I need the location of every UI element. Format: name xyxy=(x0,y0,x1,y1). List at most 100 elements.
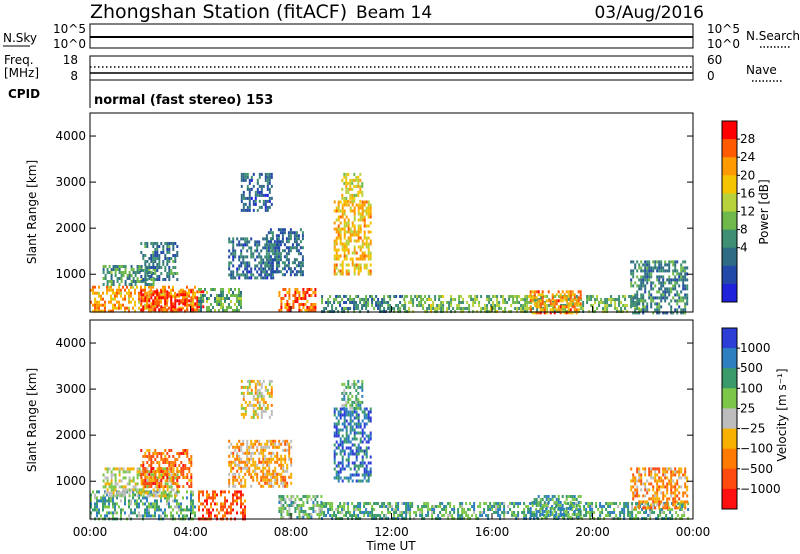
power-colorbar-tick: 24 xyxy=(740,150,755,164)
x-tick-label: 00:00 xyxy=(73,525,108,539)
velocity-colorbar-tick: −500 xyxy=(740,462,773,476)
nave-label: Nave xyxy=(746,63,777,77)
x-tick-label: 00:00 xyxy=(676,525,711,539)
velocity-echo-region-7 xyxy=(333,407,372,483)
velocity-echo-region-9 xyxy=(321,502,690,520)
velocity-colorbar-tick: 25 xyxy=(740,401,755,415)
velocity-echo-region-5 xyxy=(240,379,273,419)
power-ytick-label: 2000 xyxy=(55,221,86,235)
power-ytick-label: 1000 xyxy=(55,267,86,281)
power-echo-region-7 xyxy=(265,228,304,277)
velocity-colorbar-swatch xyxy=(722,468,737,490)
power-echo-region-1 xyxy=(140,290,205,312)
nsearch-top-tick: 10^5 xyxy=(707,22,740,36)
velocity-ytick-label: 3000 xyxy=(55,382,86,396)
velocity-echo-region-10 xyxy=(529,495,582,519)
power-echo-region-13 xyxy=(529,290,582,315)
power-colorbar-tick: 8 xyxy=(740,223,748,237)
velocity-colorbar-label: Velocity [m s⁻¹] xyxy=(775,368,789,461)
power-data xyxy=(90,172,689,315)
velocity-y-ticks: 4000 3000 2000 1000 xyxy=(55,336,693,488)
cpid-text: normal (fast stereo) 153 xyxy=(94,93,273,108)
velocity-colorbar-tick: 500 xyxy=(740,361,763,375)
velocity-colorbar: 1000 500 100 25 −25 −100 −500 −1000 xyxy=(721,327,781,510)
power-echo-region-3 xyxy=(140,242,179,281)
power-panel: 4000 3000 2000 1000 Slant Range [km] xyxy=(25,112,694,315)
power-ytick-label: 3000 xyxy=(55,175,86,189)
nave-bottom-tick: 0 xyxy=(707,69,715,83)
velocity-colorbar-tick: −1000 xyxy=(740,482,781,496)
station-title: Zhongshan Station (fitACF) xyxy=(90,1,347,23)
power-echo-region-9 xyxy=(333,200,372,276)
velocity-colorbar-swatch xyxy=(722,368,737,389)
velocity-ytick-label: 1000 xyxy=(55,474,86,488)
power-colorbar-tick: 20 xyxy=(740,168,755,182)
velocity-echo-region-11 xyxy=(630,467,689,510)
nave-top-tick: 60 xyxy=(707,53,722,67)
power-colorbar-swatch xyxy=(722,139,737,158)
power-colorbar-swatch xyxy=(722,157,737,176)
power-colorbar-swatch xyxy=(722,247,737,267)
power-echo-region-12 xyxy=(404,295,645,313)
beam-title: Beam 14 xyxy=(356,3,432,23)
freq-label-1: Freq. xyxy=(4,53,34,67)
power-colorbar-tick: 16 xyxy=(740,186,755,200)
nsky-bottom-tick: 10^0 xyxy=(53,37,86,51)
velocity-data xyxy=(90,379,690,521)
power-colorbar-label: Power [dB] xyxy=(757,179,771,244)
nsearch-label: N.Search xyxy=(746,29,800,43)
power-colorbar-swatch xyxy=(722,193,737,212)
power-echo-region-10 xyxy=(341,172,364,203)
velocity-echo-region-2 xyxy=(140,449,193,488)
power-colorbar-swatch xyxy=(722,229,737,249)
velocity-ylabel: Slant Range [km] xyxy=(25,368,39,472)
power-echo-region-11 xyxy=(321,295,406,313)
power-colorbar-tick: 4 xyxy=(740,241,748,255)
x-tick-label: 12:00 xyxy=(374,525,409,539)
power-echo-region-6 xyxy=(240,172,273,212)
velocity-echo-region-6 xyxy=(278,495,323,519)
power-echo-region-4 xyxy=(198,288,242,312)
velocity-colorbar-tick: 1000 xyxy=(740,341,771,355)
nsearch-bottom-tick: 10^0 xyxy=(707,37,740,51)
velocity-colorbar-swatch xyxy=(722,448,737,470)
velocity-echo-region-3 xyxy=(198,490,246,521)
power-colorbar-swatch xyxy=(722,211,737,231)
velocity-echo-region-4 xyxy=(228,439,293,488)
x-tick-label: 20:00 xyxy=(575,525,610,539)
x-axis-ticks: 00:00 04:00 08:00 12:00 16:00 20:00 00:00 xyxy=(73,306,711,539)
velocity-colorbar-swatch xyxy=(722,348,737,369)
nsky-label: N.Sky xyxy=(3,31,37,45)
velocity-ytick-label: 4000 xyxy=(55,336,86,350)
velocity-colorbar-tick: −100 xyxy=(740,442,773,456)
power-colorbar-swatch xyxy=(722,265,737,285)
date-title: 03/Aug/2016 xyxy=(594,3,704,23)
power-colorbar-swatch xyxy=(722,283,737,303)
velocity-colorbar-tick: −25 xyxy=(740,422,765,436)
power-ytick-label: 4000 xyxy=(55,129,86,143)
power-colorbar-tick: 12 xyxy=(740,205,755,219)
velocity-panel: 4000 3000 2000 1000 Slant Range [km] xyxy=(25,319,694,521)
freq-strip: Freq. [MHz] 18 8 60 0 Nave CPID normal (… xyxy=(4,53,782,108)
velocity-ytick-label: 2000 xyxy=(55,428,86,442)
x-tick-label: 16:00 xyxy=(475,525,510,539)
freq-label-2: [MHz] xyxy=(4,66,39,80)
power-echo-region-2 xyxy=(102,265,155,286)
freq-top-tick: 18 xyxy=(63,53,78,67)
power-colorbar-swatch xyxy=(722,175,737,194)
power-echo-region-8 xyxy=(278,288,317,312)
power-colorbar: 28 24 20 16 12 8 4 xyxy=(721,120,755,303)
x-tick-label: 08:00 xyxy=(274,525,309,539)
velocity-colorbar-swatch xyxy=(722,408,737,429)
x-tick-label: 04:00 xyxy=(173,525,208,539)
power-echo-region-14 xyxy=(630,260,689,315)
nsky-strip: N.Sky 10^5 10^0 10^5 10^0 N.Search xyxy=(3,22,800,51)
power-colorbar-swatch xyxy=(722,121,737,140)
velocity-echo-region-8 xyxy=(341,379,364,410)
velocity-colorbar-swatch xyxy=(722,388,737,409)
nsky-top-tick: 10^5 xyxy=(53,22,86,36)
power-ylabel: Slant Range [km] xyxy=(25,160,39,264)
velocity-colorbar-swatch xyxy=(722,488,737,510)
velocity-colorbar-swatch xyxy=(722,428,737,450)
